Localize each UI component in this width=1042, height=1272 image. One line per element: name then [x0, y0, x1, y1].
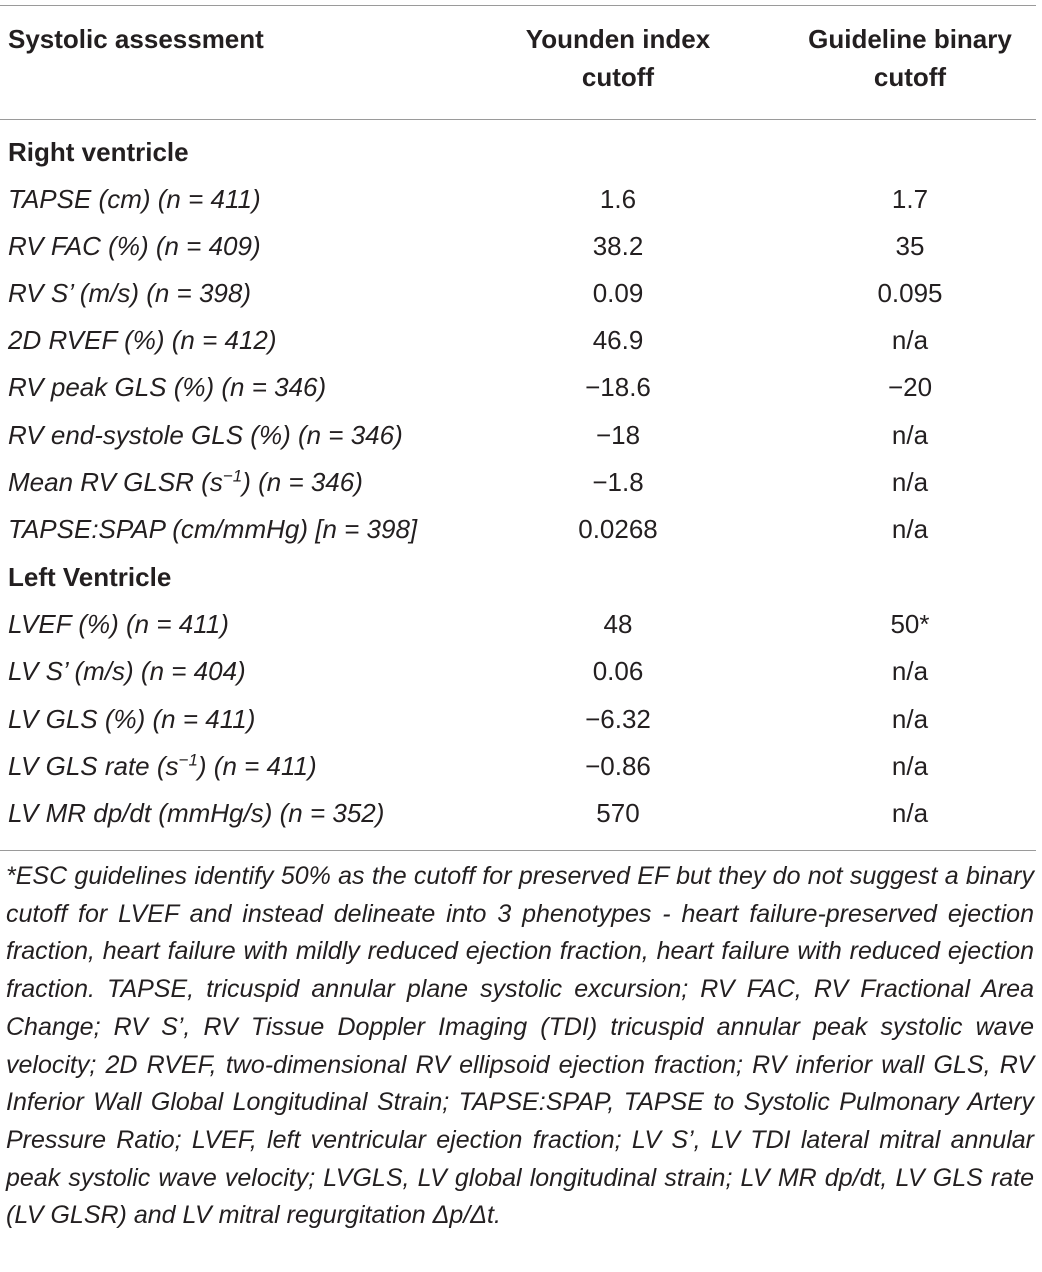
table-row: LV GLS (%) (n = 411) −6.32 n/a	[0, 696, 1042, 743]
table-row: 2D RVEF (%) (n = 412) 46.9 n/a	[0, 317, 1042, 364]
table-top-rule	[0, 5, 1036, 6]
header-younden-index-cutoff: Younden index cutoff	[468, 20, 768, 96]
table-row: LVEF (%) (n = 411) 48 50*	[0, 601, 1042, 648]
row-label: LV GLS rate (s−1) (n = 411)	[8, 743, 317, 790]
younden-value: −0.86	[585, 751, 651, 781]
row-label: RV FAC (%) (n = 409)	[8, 231, 261, 261]
row-label: RV peak GLS (%) (n = 346)	[8, 372, 327, 402]
row-label-post: ) (n = 346)	[242, 467, 363, 497]
guideline-value: n/a	[891, 704, 929, 734]
guideline-value: 1.7	[891, 184, 929, 214]
row-label: LV GLS (%) (n = 411)	[8, 704, 256, 734]
guideline-value: n/a	[891, 514, 929, 544]
section-right-ventricle: Right ventricle	[8, 137, 189, 167]
guideline-value: n/a	[891, 656, 929, 686]
table-bottom-rule	[0, 850, 1036, 851]
header-col3-line2: cutoff	[873, 62, 947, 92]
guideline-value: n/a	[891, 467, 929, 497]
row-label: 2D RVEF (%) (n = 412)	[8, 325, 277, 355]
row-label-sup: −1	[178, 750, 198, 770]
row-label: TAPSE (cm) (n = 411)	[8, 184, 261, 214]
header-col1-text: Systolic assessment	[8, 24, 264, 54]
guideline-value: 35	[895, 231, 925, 261]
header-col2-line2: cutoff	[581, 62, 655, 92]
table-row: LV GLS rate (s−1) (n = 411) −0.86 n/a	[0, 743, 1042, 790]
younden-value: 0.06	[592, 656, 644, 686]
table-row: TAPSE (cm) (n = 411) 1.6 1.7	[0, 176, 1042, 223]
row-label-post: ) (n = 411)	[197, 751, 317, 781]
younden-value: 570	[596, 798, 640, 828]
guideline-value: 0.095	[877, 278, 943, 308]
row-label-pre: Mean RV GLSR (s	[8, 467, 223, 497]
table-row: RV S’ (m/s) (n = 398) 0.09 0.095	[0, 270, 1042, 317]
table-row: TAPSE:SPAP (cm/mmHg) [n = 398] 0.0268 n/…	[0, 506, 1042, 553]
younden-value: 46.9	[592, 325, 644, 355]
younden-value: 48	[603, 609, 633, 639]
table-row: RV peak GLS (%) (n = 346) −18.6 −20	[0, 364, 1042, 411]
guideline-value: n/a	[891, 798, 929, 828]
row-label: LV MR dp/dt (mmHg/s) (n = 352)	[8, 798, 385, 828]
table-row: LV S’ (m/s) (n = 404) 0.06 n/a	[0, 648, 1042, 695]
guideline-value: n/a	[891, 325, 929, 355]
header-bottom-rule	[0, 119, 1036, 120]
younden-value: 38.2	[592, 231, 644, 261]
table-row: Mean RV GLSR (s−1) (n = 346) −1.8 n/a	[0, 459, 1042, 506]
section-left-ventricle: Left Ventricle	[8, 562, 172, 592]
younden-value: −1.8	[592, 467, 644, 497]
row-label: TAPSE:SPAP (cm/mmHg) [n = 398]	[8, 514, 418, 544]
header-systolic-assessment: Systolic assessment	[8, 20, 264, 58]
row-label: Mean RV GLSR (s−1) (n = 346)	[8, 459, 363, 506]
guideline-value: n/a	[891, 751, 929, 781]
row-label-sup: −1	[222, 466, 243, 486]
row-label-pre: LV GLS rate (s	[8, 751, 179, 781]
row-label: LV S’ (m/s) (n = 404)	[8, 656, 246, 686]
row-label: LVEF (%) (n = 411)	[8, 609, 229, 639]
younden-value: −18	[595, 420, 641, 450]
younden-value: 0.0268	[578, 514, 658, 544]
table-row: RV end-systole GLS (%) (n = 346) −18 n/a	[0, 412, 1042, 459]
header-col2-line1: Younden index	[525, 24, 711, 54]
younden-value: −6.32	[585, 704, 651, 734]
guideline-value: n/a	[891, 420, 929, 450]
younden-value: 0.09	[592, 278, 644, 308]
younden-value: −18.6	[585, 372, 651, 402]
header-col3-line1: Guideline binary	[808, 24, 1012, 54]
table-row: RV FAC (%) (n = 409) 38.2 35	[0, 223, 1042, 270]
row-label: RV S’ (m/s) (n = 398)	[8, 278, 251, 308]
younden-value: 1.6	[599, 184, 637, 214]
table-footnote: *ESC guidelines identify 50% as the cuto…	[6, 862, 1034, 1230]
guideline-value: −20	[887, 372, 933, 402]
guideline-value: 50*	[890, 609, 930, 639]
table-row: LV MR dp/dt (mmHg/s) (n = 352) 570 n/a	[0, 790, 1042, 837]
row-label: RV end-systole GLS (%) (n = 346)	[8, 420, 403, 450]
header-guideline-binary-cutoff: Guideline binary cutoff	[760, 20, 1042, 96]
